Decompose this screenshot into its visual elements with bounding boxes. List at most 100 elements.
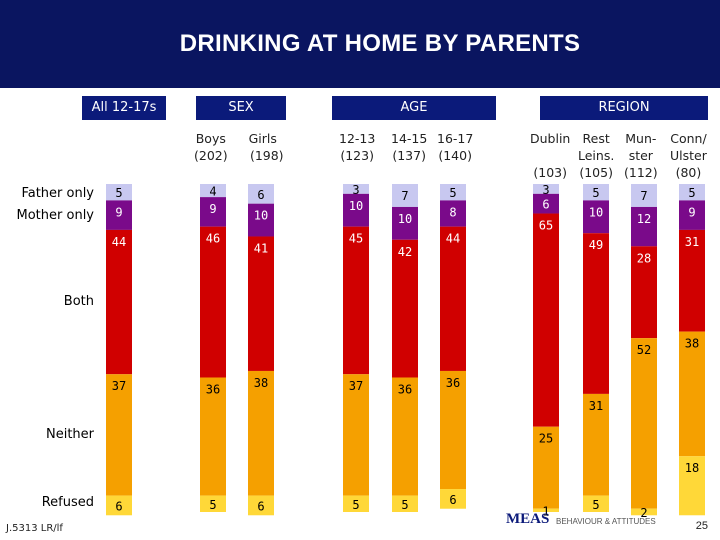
data-label-refused: 6 bbox=[449, 493, 456, 507]
data-label-mother-only: 10 bbox=[589, 205, 603, 219]
bar-segment-mother-only bbox=[533, 193, 559, 214]
bar-segment-mother-only bbox=[200, 197, 226, 227]
bar-segment-father-only bbox=[343, 184, 369, 194]
data-label-mother-only: 9 bbox=[688, 205, 695, 219]
bar-segment-refused bbox=[533, 508, 559, 512]
bar-segment-refused bbox=[343, 495, 369, 512]
bar-segment-mother-only bbox=[631, 206, 657, 247]
data-label-both: 49 bbox=[589, 238, 603, 252]
bar-segment-neither bbox=[248, 370, 274, 496]
data-label-refused: 2 bbox=[640, 506, 647, 520]
company-logo-tagline: BEHAVIOUR & ATTITUDES bbox=[556, 517, 656, 526]
bar-segment-mother-only bbox=[440, 200, 466, 227]
data-label-both: 46 bbox=[206, 232, 220, 246]
data-label-refused: 6 bbox=[115, 499, 122, 513]
column-label-munster: Mun- ster (112) bbox=[624, 131, 658, 180]
bar-segment-neither bbox=[679, 331, 705, 457]
bar-segment-both bbox=[533, 213, 559, 427]
data-label-mother-only: 9 bbox=[115, 205, 122, 219]
bar-segment-refused bbox=[392, 495, 418, 512]
bar-segment-father-only bbox=[440, 184, 466, 201]
data-label-both: 41 bbox=[254, 241, 268, 255]
page-number: 25 bbox=[695, 520, 708, 532]
bar-segment-refused bbox=[679, 456, 705, 516]
group-header-sex: SEX bbox=[196, 96, 286, 120]
bar-segment-mother-only bbox=[583, 200, 609, 234]
data-label-both: 28 bbox=[637, 251, 651, 265]
bar-segment-both bbox=[343, 226, 369, 375]
data-label-father-only: 5 bbox=[592, 186, 599, 200]
bar-segment-father-only bbox=[248, 184, 274, 204]
bar-segment-refused bbox=[631, 508, 657, 516]
bar-segment-neither bbox=[440, 370, 466, 490]
company-logo: MEAS bbox=[506, 511, 550, 527]
data-label-father-only: 4 bbox=[209, 185, 216, 199]
bar-segment-mother-only bbox=[392, 206, 418, 240]
data-label-both: 31 bbox=[685, 235, 699, 249]
data-label-mother-only: 8 bbox=[449, 205, 456, 219]
column-label-12-13: 12-13 (123) bbox=[339, 131, 376, 163]
page-title: DRINKING AT HOME BY PARENTS bbox=[179, 30, 581, 57]
data-label-refused: 5 bbox=[592, 498, 599, 512]
bar-segment-both bbox=[679, 229, 705, 332]
data-label-mother-only: 12 bbox=[637, 212, 651, 226]
data-label-mother-only: 10 bbox=[349, 199, 363, 213]
column-label-dublin: Dublin (103) bbox=[530, 131, 571, 180]
data-label-neither: 25 bbox=[539, 432, 553, 446]
bar-segment-mother-only bbox=[106, 200, 132, 230]
title-bar bbox=[0, 0, 720, 88]
row-label-father-only: Father only bbox=[21, 186, 94, 201]
data-label-father-only: 7 bbox=[640, 189, 647, 203]
data-label-father-only: 3 bbox=[542, 183, 549, 197]
bar-segment-mother-only bbox=[679, 200, 705, 230]
data-label-both: 65 bbox=[539, 219, 553, 233]
data-label-refused: 5 bbox=[401, 498, 408, 512]
bar-segment-refused bbox=[106, 495, 132, 516]
data-label-mother-only: 10 bbox=[398, 212, 412, 226]
bar-segment-mother-only bbox=[248, 203, 274, 237]
bar-segment-father-only bbox=[392, 184, 418, 207]
bar-segment-both bbox=[392, 239, 418, 378]
column-label-16-17: 16-17 (140) bbox=[437, 131, 474, 163]
bar-segment-refused bbox=[583, 495, 609, 512]
bar-segment-both bbox=[248, 236, 274, 371]
column-label-rest-leins: Rest Leins. (105) bbox=[578, 131, 615, 180]
footer-reference: J.5313 LR/lf bbox=[6, 523, 63, 534]
bar-segment-neither bbox=[106, 374, 132, 496]
bar-segment-father-only bbox=[533, 184, 559, 194]
data-label-father-only: 5 bbox=[449, 186, 456, 200]
data-label-father-only: 5 bbox=[115, 186, 122, 200]
data-label-refused: 18 bbox=[685, 461, 699, 475]
column-label-boys: Boys (202) bbox=[194, 131, 228, 163]
bar-segment-father-only bbox=[631, 184, 657, 207]
data-label-mother-only: 9 bbox=[209, 202, 216, 216]
group-header-all: All 12-17s bbox=[82, 96, 166, 120]
data-label-father-only: 6 bbox=[257, 188, 264, 202]
data-label-father-only: 5 bbox=[688, 186, 695, 200]
data-label-neither: 36 bbox=[398, 383, 412, 397]
bar-segment-father-only bbox=[200, 184, 226, 198]
bar-segment-neither bbox=[343, 374, 369, 496]
bar-segment-both bbox=[200, 226, 226, 378]
data-label-neither: 36 bbox=[206, 383, 220, 397]
data-label-both: 44 bbox=[112, 235, 126, 249]
data-label-neither: 37 bbox=[349, 379, 363, 393]
column-label-girls: Girls (198) bbox=[248, 131, 284, 163]
data-label-mother-only: 6 bbox=[542, 198, 549, 212]
group-header-age: AGE bbox=[332, 96, 496, 120]
bar-segment-both bbox=[106, 229, 132, 375]
data-label-both: 45 bbox=[349, 232, 363, 246]
bar-segment-refused bbox=[248, 495, 274, 516]
bar-segment-neither bbox=[533, 426, 559, 509]
bar-segment-both bbox=[583, 233, 609, 394]
bar-segment-both bbox=[440, 226, 466, 371]
data-label-neither: 52 bbox=[637, 343, 651, 357]
data-label-father-only: 3 bbox=[352, 183, 359, 197]
data-label-neither: 37 bbox=[112, 379, 126, 393]
bar-segment-neither bbox=[631, 338, 657, 509]
column-label-conn-ulster: Conn/ Ulster (80) bbox=[670, 131, 707, 180]
bar-segment-refused bbox=[200, 495, 226, 512]
data-label-neither: 36 bbox=[446, 376, 460, 390]
bar-segment-father-only bbox=[679, 184, 705, 201]
data-label-mother-only: 10 bbox=[254, 209, 268, 223]
